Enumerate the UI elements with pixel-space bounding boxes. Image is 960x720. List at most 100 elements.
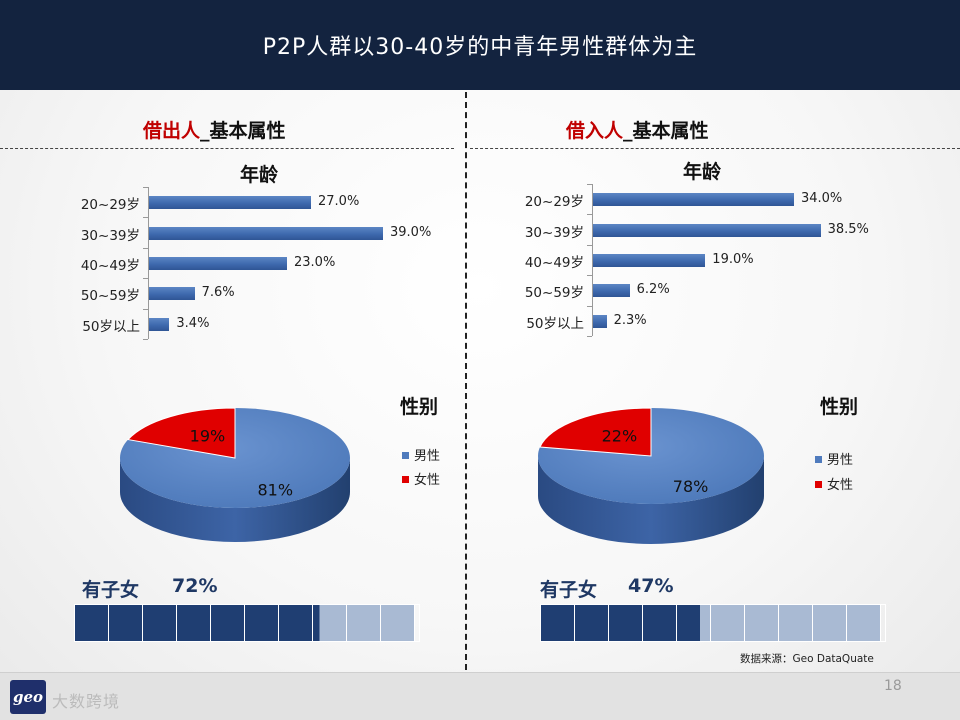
right-age-axis-tick	[587, 305, 592, 307]
left-age-axis-tick	[143, 339, 148, 340]
left-age-chart-title: 年龄	[240, 164, 279, 186]
title-bar: P2P人群以30-40岁的中青年男性群体为主	[0, 0, 960, 90]
left-age-value-label: 27.0%	[318, 194, 360, 210]
right-age-bar	[593, 314, 607, 328]
left-panel-title-black: _基本属性	[200, 120, 286, 142]
logo-mark: geo	[12, 688, 44, 706]
left-pie-label-male: 81%	[257, 481, 293, 500]
right-age-bar	[593, 193, 794, 207]
right-pie-label-male: 78%	[673, 477, 709, 496]
left-age-category-label: 50岁以上	[82, 318, 140, 335]
left-age-value-label: 23.0%	[294, 255, 336, 270]
right-kids-progress-bar	[540, 604, 886, 642]
left-kids-progress-cell	[381, 605, 415, 641]
right-age-axis-tick	[587, 336, 592, 337]
left-age-axis-tick	[143, 247, 148, 249]
right-legend-male-label: 男性	[827, 453, 854, 468]
right-age-axis-tick	[587, 244, 592, 246]
left-panel-title: 借出人_基本属性	[143, 116, 286, 143]
right-age-value-label: 2.3%	[613, 312, 647, 328]
right-kids-progress-cell	[711, 605, 745, 641]
left-age-value-label: 39.0%	[390, 224, 432, 240]
left-age-bar	[149, 196, 311, 210]
left-age-axis-tick	[143, 217, 148, 219]
left-age-bar	[149, 257, 287, 270]
left-legend-female: 女性	[402, 469, 440, 488]
right-panel-title: 借入人_基本属性	[566, 116, 709, 143]
left-age-axis-tick	[143, 187, 148, 188]
right-age-category-label: 40~49岁	[524, 255, 584, 271]
right-pie-label-female: 22%	[602, 427, 638, 446]
right-legend-female-label: 女性	[827, 478, 854, 493]
panel-divider	[465, 92, 467, 670]
right-age-category-label: 50岁以上	[526, 315, 584, 332]
left-legend-male-label: 男性	[414, 449, 441, 464]
right-age-value-label: 6.2%	[636, 282, 670, 298]
left-kids-progress-cell	[211, 605, 245, 641]
right-kids-progress-cell	[677, 605, 711, 641]
right-age-axis-tick	[587, 275, 592, 277]
right-kids-progress-cell	[745, 605, 779, 641]
right-age-bar	[593, 284, 630, 298]
left-kids-progress-cell	[109, 605, 143, 641]
data-source-note: 数据来源：Geo DataQuate	[740, 653, 874, 665]
female-swatch-icon	[815, 481, 822, 488]
right-age-chart-title: 年龄	[683, 161, 722, 183]
right-kids-progress-cell	[575, 605, 609, 641]
left-age-category-label: 30~39岁	[80, 227, 140, 244]
left-kids-progress-bar	[74, 604, 420, 642]
right-gender-pie-chart: 22% 78%	[538, 407, 764, 544]
left-age-value-label: 7.6%	[201, 285, 235, 301]
left-age-value-label: 3.4%	[176, 315, 210, 331]
left-panel-title-red: 借出人	[143, 120, 201, 142]
right-age-axis	[592, 184, 593, 336]
left-gender-pie-chart: 19% 81%	[120, 407, 350, 542]
logo-text: 大数跨境	[52, 692, 121, 711]
right-panel-title-black: _基本属性	[623, 120, 709, 142]
left-kids-label: 有子女	[82, 579, 140, 601]
left-age-axis-tick	[143, 308, 148, 310]
right-age-bar	[593, 223, 821, 237]
left-pie-slice-female	[127, 407, 236, 459]
left-gender-chart-title: 性别	[400, 396, 439, 418]
right-age-category-label: 50~59岁	[524, 285, 584, 302]
right-panel-title-red: 借入人	[566, 120, 624, 142]
left-age-bar	[149, 226, 383, 240]
left-kids-progress-cell	[279, 605, 313, 641]
left-pie-label-female: 19%	[190, 426, 226, 445]
right-legend-male: 男性	[815, 449, 853, 468]
left-legend-female-label: 女性	[414, 473, 441, 488]
male-swatch-icon	[402, 452, 409, 459]
right-age-category-label: 20~29岁	[524, 194, 584, 211]
right-age-category-label: 30~39岁	[524, 224, 584, 241]
right-age-value-label: 19.0%	[712, 252, 754, 267]
left-age-axis	[148, 187, 149, 339]
geo-logo: geo	[10, 680, 46, 714]
right-pie-slice-female	[539, 407, 652, 457]
female-swatch-icon	[402, 476, 409, 483]
left-age-category-label: 50~59岁	[80, 288, 140, 305]
left-kids-progress-cell	[143, 605, 177, 641]
right-age-value-label: 34.0%	[800, 191, 843, 207]
right-age-value-label: 38.5%	[827, 221, 869, 237]
right-kids-progress-cell	[847, 605, 881, 641]
left-legend-male: 男性	[402, 445, 440, 464]
left-age-bar	[149, 317, 170, 331]
left-kids-progress-cell	[177, 605, 211, 641]
right-legend-female: 女性	[815, 474, 853, 493]
left-kids-progress-cell	[75, 605, 109, 641]
right-kids-progress-cell	[643, 605, 677, 641]
right-kids-progress-cell	[541, 605, 575, 641]
left-age-category-label: 20~29岁	[80, 197, 140, 214]
right-kids-percent: 47%	[628, 575, 674, 597]
left-header-rule	[0, 148, 454, 149]
left-kids-progress-cell	[313, 605, 347, 641]
left-age-axis-tick	[143, 278, 148, 280]
right-pie-side	[538, 456, 764, 544]
left-kids-progress-cell	[245, 605, 279, 641]
right-age-bar	[593, 254, 706, 267]
footer-bar	[0, 672, 960, 720]
left-kids-percent: 72%	[172, 575, 218, 597]
right-header-rule	[470, 148, 960, 149]
right-age-axis-tick	[587, 214, 592, 216]
